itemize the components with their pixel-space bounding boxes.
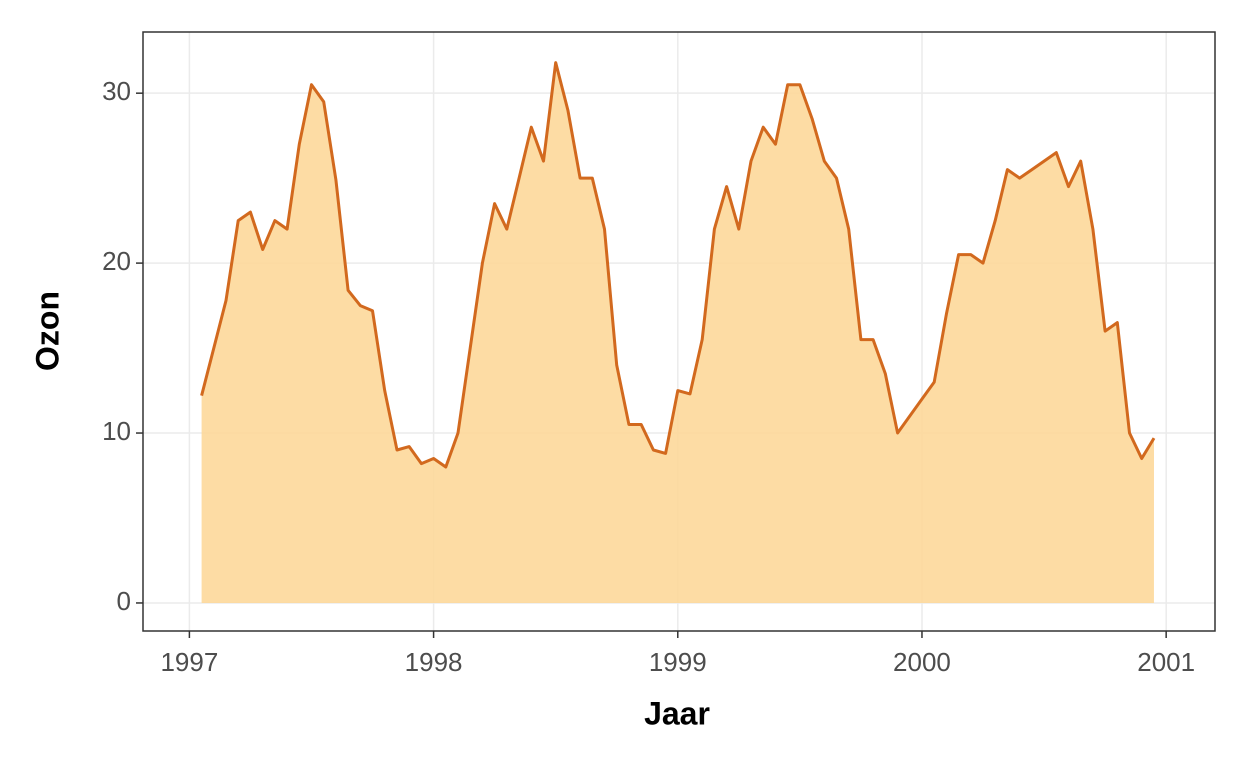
x-tick-label: 1998 (405, 647, 463, 677)
x-tick-label: 2000 (893, 647, 951, 677)
x-tick-label: 2001 (1137, 647, 1195, 677)
y-tick-label: 0 (117, 586, 131, 616)
y-axis-title: Ozon (29, 291, 65, 371)
x-tick-label: 1999 (649, 647, 707, 677)
panel-border (142, 31, 1216, 632)
y-tick-label: 30 (102, 76, 131, 106)
line (200, 61, 1156, 469)
x-tick-label: 1997 (160, 647, 218, 677)
y-tick-label: 20 (102, 246, 131, 276)
y-tick-label: 10 (102, 416, 131, 446)
area (201, 62, 1155, 603)
x-axis-title: Jaar (644, 695, 710, 731)
